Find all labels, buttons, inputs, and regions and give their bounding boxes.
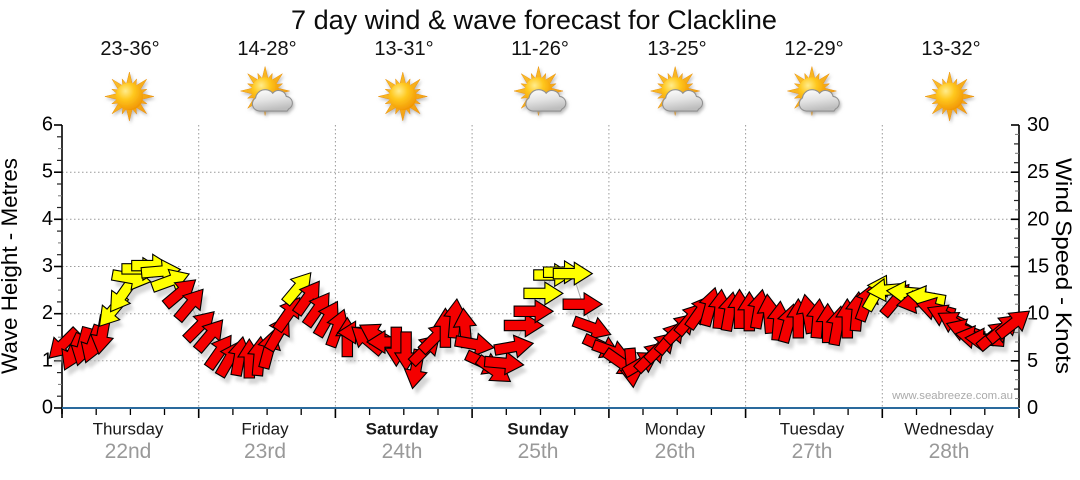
svg-text:3: 3 — [42, 255, 53, 277]
svg-text:Tuesday: Tuesday — [780, 420, 845, 439]
svg-text:0: 0 — [42, 397, 53, 419]
svg-text:7 day wind & wave forecast for: 7 day wind & wave forecast for Clackline — [291, 5, 777, 35]
svg-text:Thursday: Thursday — [93, 420, 164, 439]
svg-text:5: 5 — [42, 161, 53, 183]
svg-text:Monday: Monday — [645, 420, 706, 439]
svg-text:28th: 28th — [929, 440, 970, 463]
svg-text:23-36°: 23-36° — [100, 38, 159, 60]
svg-text:13-31°: 13-31° — [374, 38, 433, 60]
svg-text:22nd: 22nd — [105, 440, 152, 463]
svg-text:12-29°: 12-29° — [784, 38, 843, 60]
svg-text:26th: 26th — [655, 440, 696, 463]
svg-text:Wave Height - Metres: Wave Height - Metres — [0, 158, 22, 374]
svg-text:Wind Speed - Knots: Wind Speed - Knots — [1051, 158, 1076, 374]
svg-text:5: 5 — [1027, 350, 1038, 372]
svg-text:11-26°: 11-26° — [511, 38, 569, 60]
svg-text:25th: 25th — [518, 440, 559, 463]
svg-text:15: 15 — [1027, 256, 1049, 278]
svg-text:4: 4 — [42, 208, 53, 230]
svg-text:0: 0 — [1027, 397, 1038, 419]
svg-text:1: 1 — [42, 349, 53, 371]
svg-text:25: 25 — [1027, 161, 1049, 183]
svg-text:Saturday: Saturday — [366, 420, 439, 439]
svg-text:24th: 24th — [382, 440, 423, 463]
svg-text:13-32°: 13-32° — [921, 38, 980, 60]
svg-text:Friday: Friday — [241, 420, 289, 439]
svg-text:6: 6 — [42, 114, 53, 136]
svg-text:www.seabreeze.com.au: www.seabreeze.com.au — [891, 390, 1013, 402]
svg-text:27th: 27th — [792, 440, 833, 463]
svg-text:23rd: 23rd — [244, 440, 286, 463]
svg-text:20: 20 — [1027, 208, 1049, 230]
svg-text:13-25°: 13-25° — [647, 38, 706, 60]
svg-text:2: 2 — [42, 302, 53, 324]
svg-text:Wednesday: Wednesday — [904, 420, 994, 439]
svg-text:Sunday: Sunday — [507, 420, 569, 439]
svg-text:30: 30 — [1027, 114, 1049, 136]
svg-text:14-28°: 14-28° — [237, 38, 296, 60]
